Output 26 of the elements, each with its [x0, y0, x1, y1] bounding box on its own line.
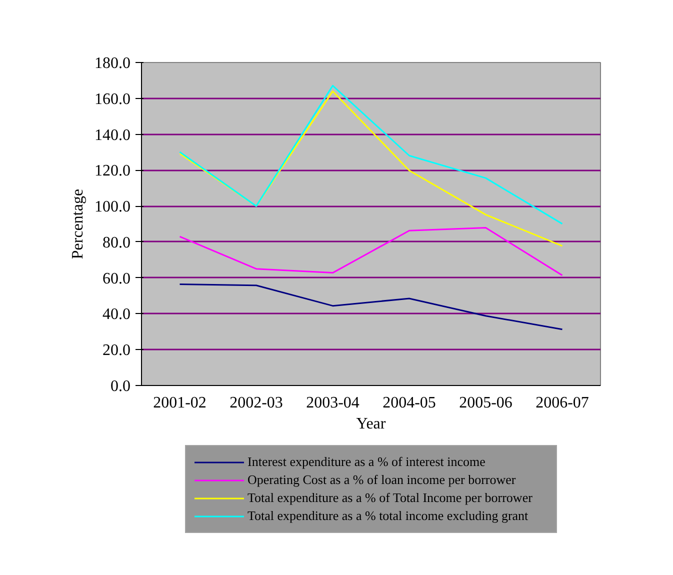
x-axis-title: Year — [356, 416, 386, 432]
line-series — [179, 227, 563, 276]
y-tick-label: 180.0 — [94, 55, 130, 72]
y-tick-label: 40.0 — [102, 306, 130, 324]
y-tick-label: 100.0 — [94, 198, 130, 216]
x-tick-label: 2006-07 — [536, 394, 589, 412]
y-tick-label: 120.0 — [94, 162, 130, 180]
y-tick-label: 0.0 — [110, 378, 130, 395]
x-tick-label: 2005-06 — [459, 394, 512, 412]
y-tick-label: 80.0 — [102, 234, 130, 252]
line-series — [179, 90, 563, 247]
y-tick-label: 60.0 — [102, 270, 130, 288]
y-tick-label: 140.0 — [94, 126, 130, 144]
legend-label: Operating Cost as a % of loan income per borrower — [248, 472, 517, 488]
legend-label: Total expenditure as a % of Total Income per borrower — [248, 490, 534, 506]
line-series — [179, 284, 563, 330]
y-tick-label: 160.0 — [94, 90, 130, 108]
x-tick-label: 2001-02 — [153, 394, 206, 412]
legend-label: Total expenditure as a % total income excluding grant — [248, 508, 530, 524]
x-tick-label: 2003-04 — [306, 394, 360, 412]
x-tick-label: 2004-05 — [382, 394, 436, 412]
x-tick-label: 2002-03 — [230, 394, 283, 412]
legend-label: Interest expenditure as a % of interest income — [248, 454, 486, 470]
line-series — [179, 84, 563, 225]
y-axis-title: Percentage — [70, 188, 86, 260]
y-tick-label: 20.0 — [102, 342, 130, 360]
